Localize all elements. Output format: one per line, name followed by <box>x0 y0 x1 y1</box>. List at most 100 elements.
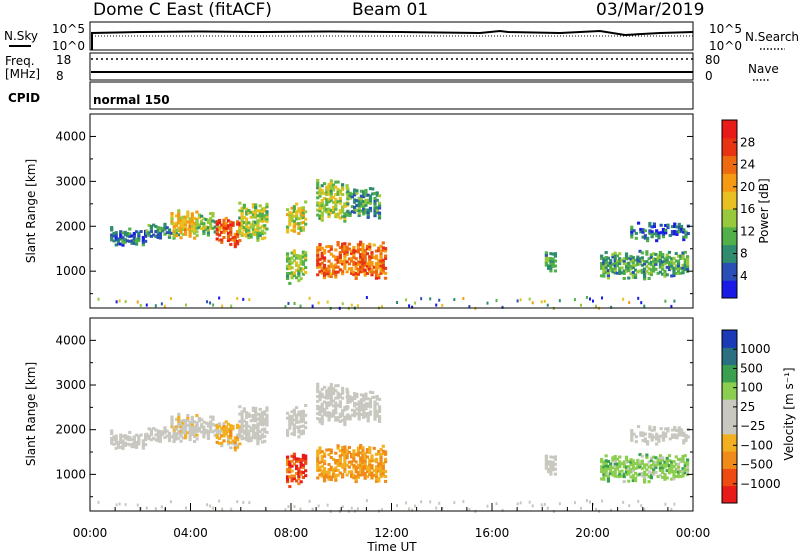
velocity-cell <box>297 427 301 431</box>
velocity-cell <box>371 395 375 399</box>
velocity-cell <box>188 425 192 429</box>
velocity-cell <box>176 436 181 440</box>
velocity-cell <box>114 434 118 438</box>
velocity-cell <box>327 448 331 452</box>
power-cell <box>640 271 644 275</box>
power-cell <box>362 207 366 211</box>
power-cell <box>121 241 125 245</box>
power-cell <box>260 207 265 211</box>
power-cell <box>247 233 251 237</box>
velocity-cell <box>318 446 322 450</box>
power-cell <box>531 301 534 305</box>
power-cell <box>240 233 244 237</box>
velocity-cell <box>242 409 246 413</box>
power-cell <box>170 216 174 220</box>
velocity-cell <box>240 417 244 421</box>
power-cell <box>340 193 345 197</box>
power-cell <box>338 251 342 255</box>
power-cell <box>661 260 665 264</box>
power-cell <box>622 271 626 275</box>
velocity-cell <box>647 470 651 474</box>
velocity-cell <box>229 441 233 445</box>
power-cell <box>152 233 156 237</box>
power-cell <box>374 271 379 275</box>
velocity-cell <box>256 442 260 446</box>
velocity-cell <box>495 502 498 506</box>
power-cell <box>331 210 336 214</box>
power-cell <box>364 188 368 192</box>
velocity-cell <box>381 461 385 465</box>
velocity-cell <box>288 470 292 474</box>
velocity-cell <box>347 465 351 469</box>
velocity-cell <box>181 419 185 423</box>
velocity-cell <box>624 455 629 459</box>
power-cell <box>288 264 292 268</box>
velocity-cell <box>316 464 320 468</box>
velocity-cell <box>647 460 651 464</box>
power-cell <box>661 252 665 256</box>
velocity-cell <box>238 419 242 423</box>
power-cell <box>683 268 687 272</box>
velocity-cell <box>206 429 211 433</box>
power-cell <box>361 265 365 269</box>
power-cell <box>672 269 676 273</box>
velocity-cell <box>661 468 665 472</box>
velocity-cell <box>682 431 686 435</box>
power-cell <box>334 255 338 259</box>
velocity-cell <box>263 434 267 438</box>
velocity-cell <box>373 405 377 409</box>
velocity-cell <box>179 439 183 443</box>
power-cell <box>325 267 329 271</box>
velocity-cell <box>327 396 331 400</box>
power-cell <box>684 235 688 239</box>
velocity-cell <box>158 430 163 434</box>
power-cell <box>141 240 145 244</box>
velocity-cell <box>114 441 118 445</box>
power-cell <box>346 194 350 198</box>
velocity-cell <box>134 433 139 437</box>
velocity-cell <box>292 457 296 461</box>
power-cell <box>247 208 251 212</box>
velocity-cell <box>685 460 690 464</box>
power-cell <box>544 251 548 255</box>
power-cell <box>327 185 331 189</box>
velocity-cell <box>316 404 320 408</box>
power-cell <box>636 262 640 266</box>
velocity-cell <box>233 438 237 442</box>
power-cell <box>338 260 342 264</box>
power-cell <box>218 296 221 300</box>
velocity-cell <box>379 455 383 459</box>
velocity-cell <box>611 458 615 462</box>
power-cell <box>256 209 260 213</box>
power-cell <box>327 192 331 196</box>
velocity-cell <box>320 402 324 406</box>
power-cell <box>667 260 672 264</box>
velocity-cell <box>604 454 608 458</box>
velocity-cell <box>375 394 379 398</box>
velocity-cell <box>636 458 640 462</box>
power-cell <box>600 257 604 261</box>
power-cell <box>365 244 370 248</box>
power-cell <box>602 267 606 271</box>
velocity-cell <box>359 446 363 450</box>
power-cell <box>213 225 217 229</box>
power-cell <box>350 303 353 307</box>
power-cell <box>683 265 687 269</box>
power-cell <box>381 268 385 272</box>
velocity-cell <box>350 398 354 402</box>
power-cell <box>297 224 301 228</box>
velocity-cell <box>381 444 385 448</box>
velocity-cell <box>158 439 163 443</box>
power-cell <box>613 254 617 258</box>
velocity-cell <box>316 461 320 465</box>
velocity-cell <box>643 470 647 474</box>
power-cell <box>602 269 606 273</box>
power-cell <box>600 261 604 265</box>
velocity-cell <box>368 390 373 394</box>
colorbar-segment <box>722 280 737 299</box>
power-cell <box>519 298 522 302</box>
velocity-cell <box>675 436 679 440</box>
colorbar-tick-label: 25 <box>740 400 755 414</box>
velocity-cell <box>622 475 626 479</box>
power-cell <box>359 257 363 261</box>
